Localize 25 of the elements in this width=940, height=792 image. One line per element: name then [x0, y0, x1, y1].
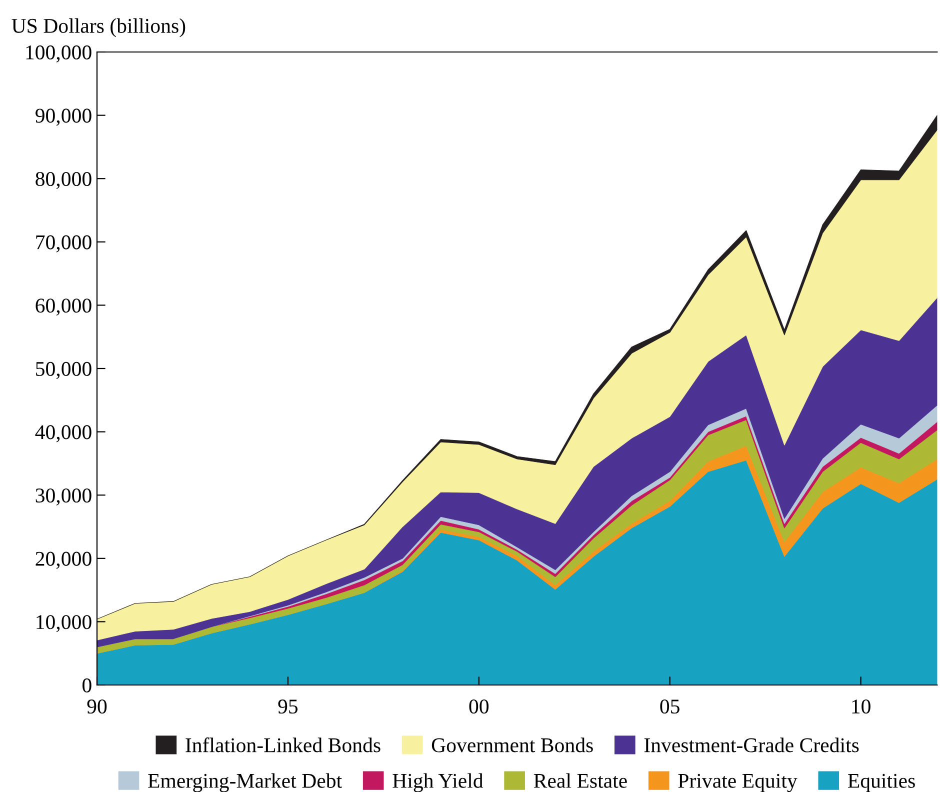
legend-label: Government Bonds	[432, 738, 593, 752]
x-tick-label: 10	[852, 699, 870, 714]
y-tick-label: 80,000	[36, 172, 92, 190]
legend-label: Private Equity	[678, 774, 798, 792]
legend-label: Real Estate	[534, 773, 627, 788]
y-tick-label: 0	[82, 678, 92, 692]
y-tick-label: 10,000	[36, 615, 92, 632]
legend-label: Emerging-Market Debt	[148, 773, 342, 792]
y-tick-label: 100,000	[26, 45, 92, 62]
y-tick-label: 50,000	[36, 362, 92, 379]
legend-label: Investment-Grade Credits	[644, 738, 859, 752]
y-tick-label: 40,000	[35, 425, 92, 442]
y-axis-title: US Dollars (billions)	[12, 18, 186, 38]
legend-label: High Yield	[392, 773, 484, 792]
legend-label: Equities	[848, 774, 915, 792]
y-tick-label: 60,000	[36, 298, 92, 316]
y-tick-label: 30,000	[36, 488, 92, 506]
y-tick-label: 70,000	[36, 235, 92, 252]
x-tick-label: 00	[469, 699, 489, 714]
x-tick-label: 90	[87, 699, 107, 714]
y-tick-label: 20,000	[36, 552, 92, 569]
legend-label: Inflation-Linked Bonds	[186, 737, 380, 752]
x-tick-label: 05	[660, 699, 680, 714]
y-tick-label: 90,000	[36, 108, 92, 126]
x-tick-label: 95	[278, 700, 298, 714]
